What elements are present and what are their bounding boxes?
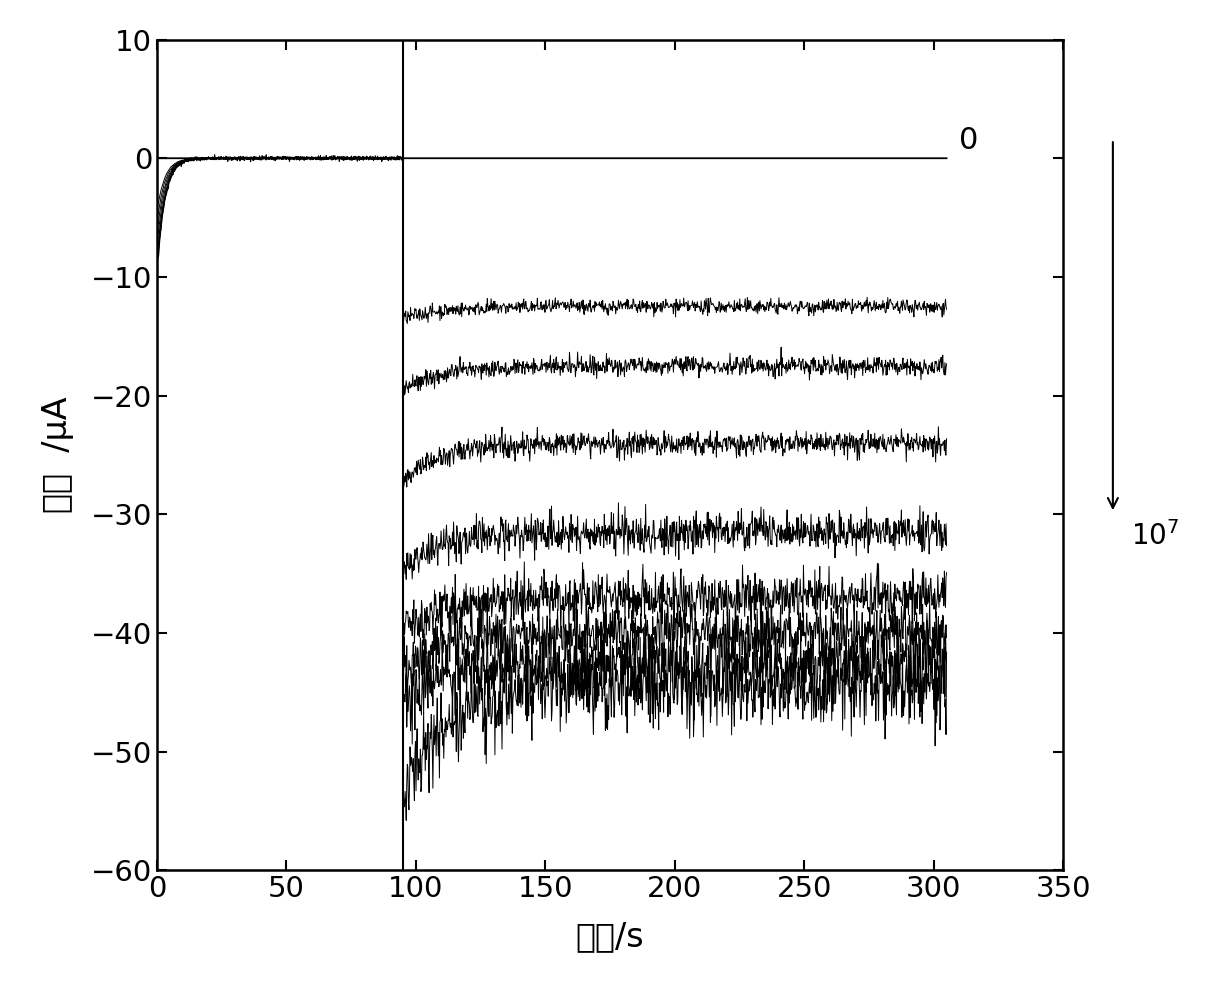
Y-axis label: 电流  /μA: 电流 /μA — [41, 397, 74, 513]
Text: 0: 0 — [959, 126, 978, 154]
Text: $10^7$: $10^7$ — [1131, 521, 1179, 551]
X-axis label: 时间/s: 时间/s — [576, 920, 644, 952]
